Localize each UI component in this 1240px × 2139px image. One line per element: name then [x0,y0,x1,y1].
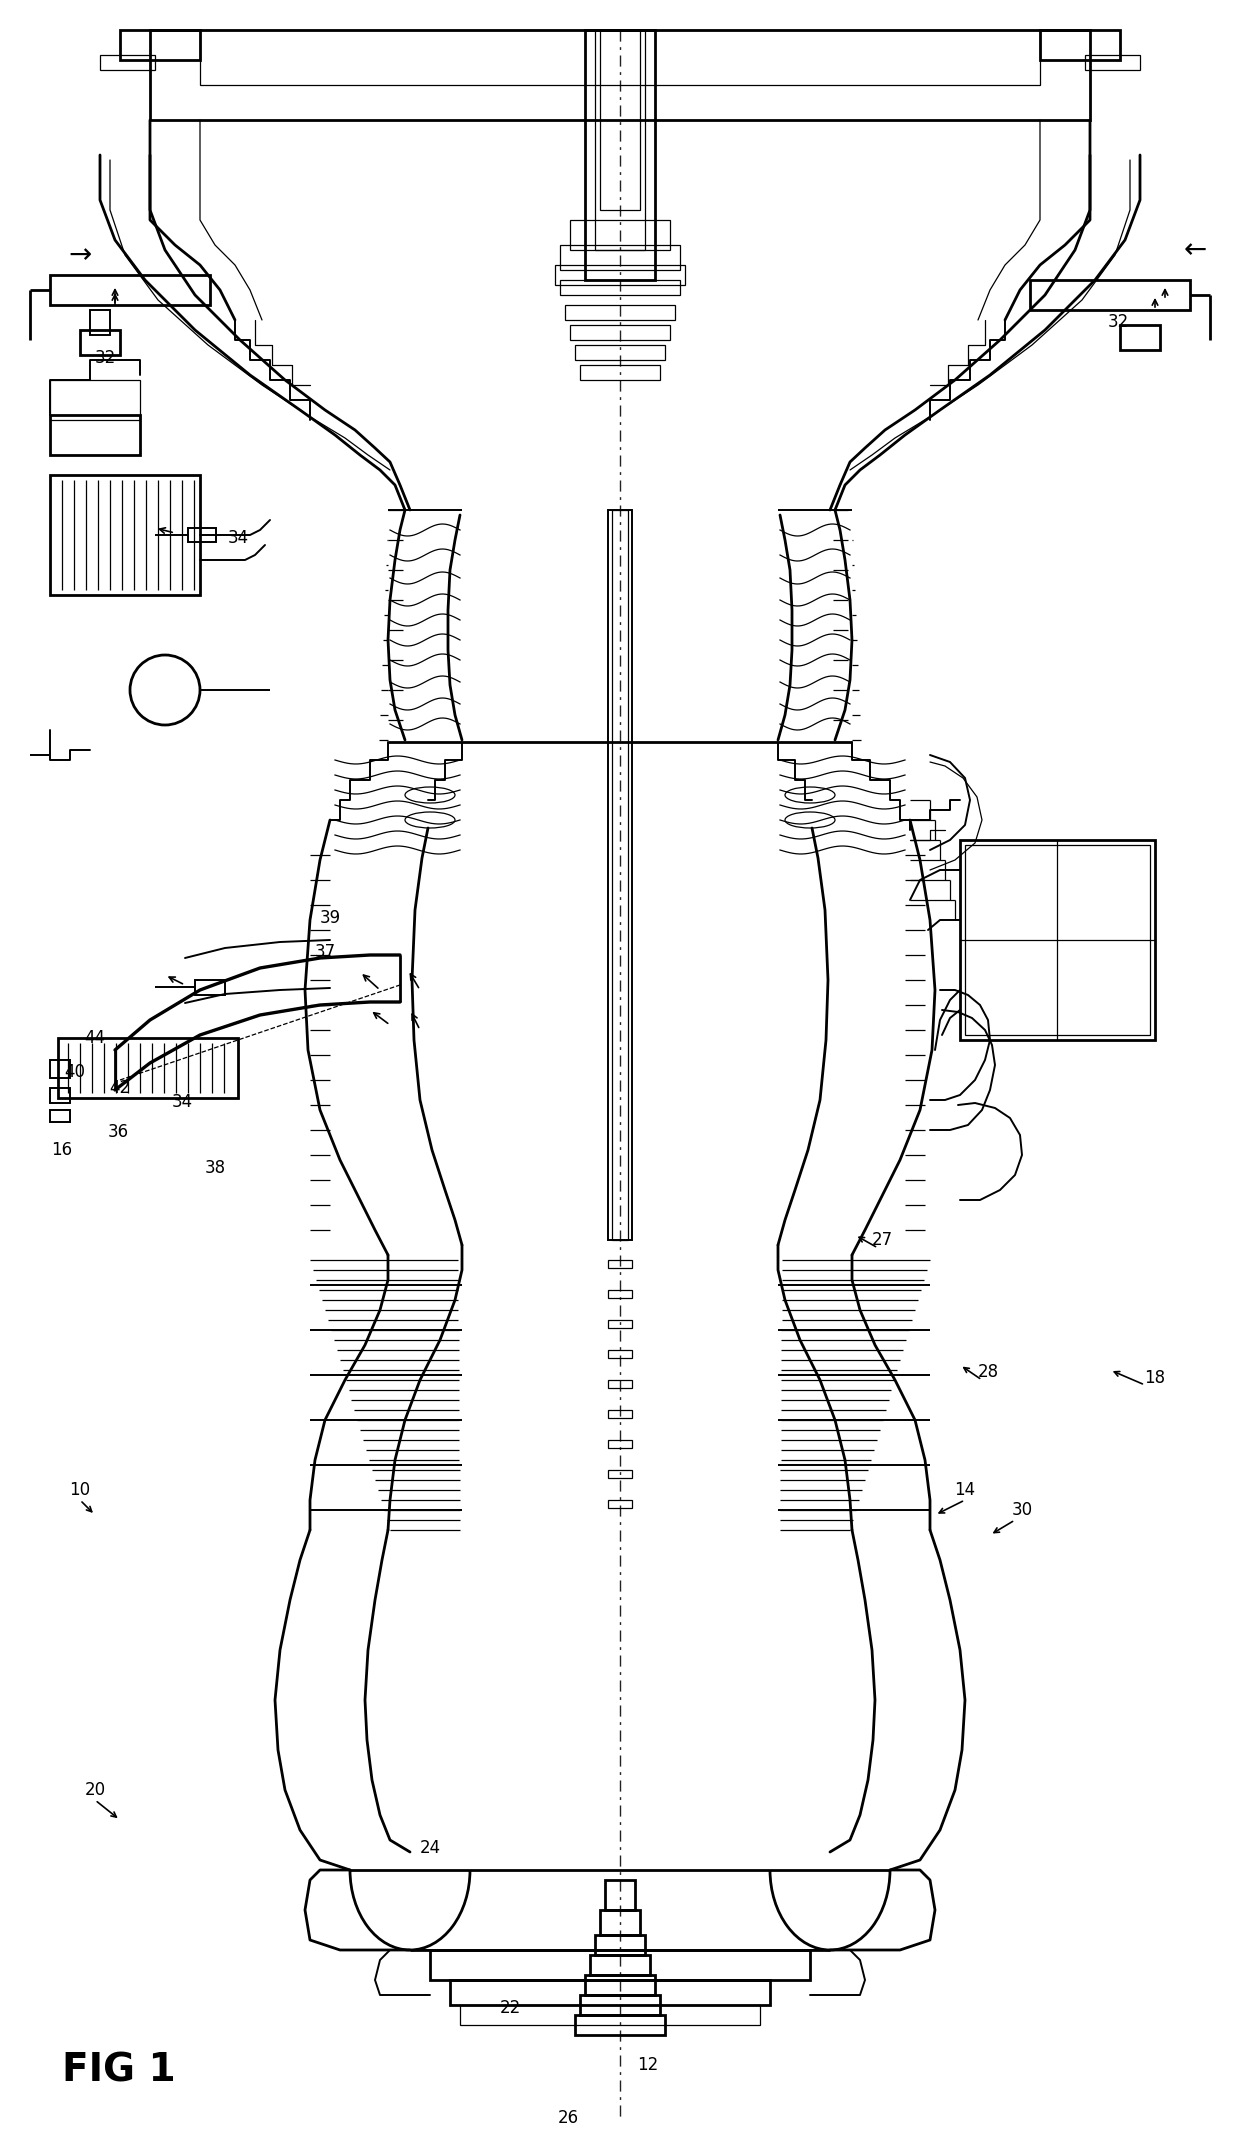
Bar [50,1061,69,1078]
Text: 26: 26 [558,2109,579,2126]
Bar [575,2015,665,2034]
Bar [100,56,155,71]
Text: 34: 34 [227,528,248,548]
Bar [188,528,216,541]
Bar [150,30,1090,120]
Bar [58,1037,238,1097]
Text: 30: 30 [1012,1502,1033,1519]
Text: 40: 40 [64,1063,86,1080]
Text: 20: 20 [84,1782,105,1799]
Bar [1085,56,1140,71]
Bar [585,1974,655,1996]
Bar [608,509,632,1241]
Text: 32: 32 [1107,312,1128,332]
Bar [585,30,655,280]
Bar [81,329,120,355]
Text: 16: 16 [51,1140,73,1159]
Text: 32: 32 [94,349,115,368]
Text: 28: 28 [977,1363,998,1382]
Bar [613,509,627,1241]
Text: →: → [68,242,92,270]
Bar [605,1880,635,1910]
Bar [50,1110,69,1123]
Bar [1120,325,1159,351]
Bar [608,1320,632,1328]
Bar [608,1260,632,1268]
Text: 10: 10 [69,1480,91,1499]
Bar [50,1089,69,1104]
Bar [91,310,110,336]
Bar [960,841,1154,1040]
Text: 44: 44 [84,1029,105,1046]
Bar [608,1290,632,1298]
Text: ←: ← [1183,235,1207,263]
Bar [120,30,200,60]
Bar [600,30,640,210]
Text: 14: 14 [955,1480,976,1499]
Bar [50,276,210,306]
Bar [595,1936,645,1955]
Bar [608,1469,632,1478]
Text: 36: 36 [108,1123,129,1140]
Bar [608,1499,632,1508]
Bar [575,344,665,359]
Text: 27: 27 [872,1232,893,1249]
Bar [460,2004,760,2026]
Bar [50,381,140,419]
Bar [570,220,670,250]
Text: 18: 18 [1145,1369,1166,1386]
Text: FIG 1: FIG 1 [62,2051,176,2090]
Bar [608,1440,632,1448]
Bar [570,325,670,340]
Bar [580,366,660,381]
Bar [608,1410,632,1418]
Bar [595,30,645,250]
Text: 38: 38 [205,1159,226,1176]
Text: 42: 42 [109,1078,130,1097]
Bar [195,980,224,995]
Bar [1030,280,1190,310]
Bar [608,1380,632,1388]
Text: 34: 34 [171,1093,192,1110]
Bar [430,1951,810,1981]
Bar [600,1910,640,1936]
Text: 22: 22 [500,2000,521,2017]
Bar [590,1955,650,1974]
Text: 24: 24 [419,1840,440,1857]
Bar [1040,30,1120,60]
Bar [608,1350,632,1358]
Bar [50,475,200,595]
Bar [50,415,140,456]
Bar [450,1981,770,2004]
Bar [565,306,675,321]
Text: 12: 12 [637,2056,658,2075]
Bar [200,30,1040,86]
Text: 37: 37 [315,943,336,960]
Bar [560,246,680,270]
Bar [560,280,680,295]
Bar [580,1996,660,2015]
Bar [556,265,684,284]
Bar [965,845,1149,1035]
Text: 39: 39 [320,909,341,926]
